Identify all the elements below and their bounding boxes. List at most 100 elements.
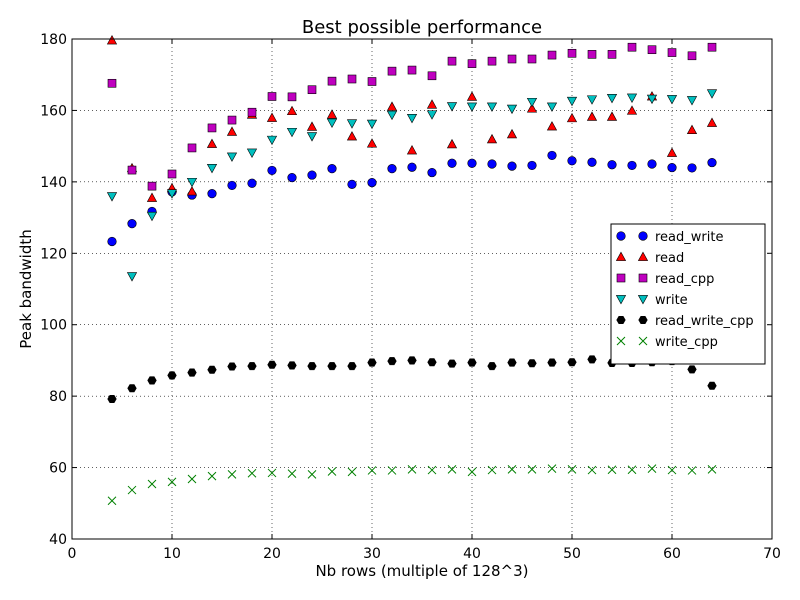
- data-point: [207, 471, 217, 481]
- data-point: [567, 465, 577, 474]
- y-tick-label: 140: [40, 175, 67, 191]
- legend-box: [610, 223, 766, 365]
- data-point: [187, 143, 197, 153]
- data-point: [267, 92, 277, 101]
- data-point: [207, 365, 217, 374]
- data-point: [667, 465, 677, 475]
- data-point: [246, 148, 258, 158]
- data-point: [546, 121, 558, 131]
- data-point: [407, 356, 417, 365]
- data-point: [427, 167, 437, 178]
- data-point: [147, 376, 157, 385]
- data-point: [487, 56, 497, 66]
- data-point: [387, 164, 397, 174]
- data-point: [647, 45, 657, 55]
- data-point: [547, 50, 557, 60]
- data-point: [367, 77, 377, 86]
- x-tick-label: 30: [363, 546, 381, 562]
- data-point: [527, 54, 537, 64]
- data-point: [287, 172, 297, 183]
- data-point: [706, 89, 718, 99]
- x-axis-label: Nb rows (multiple of 128^3): [315, 562, 528, 580]
- data-point: [546, 102, 558, 112]
- data-point: [107, 394, 117, 404]
- legend-entry: read_write: [616, 230, 723, 245]
- data-point: [527, 359, 537, 368]
- data-point: [687, 365, 697, 374]
- data-point: [186, 177, 198, 188]
- data-point: [227, 115, 237, 125]
- data-point: [607, 465, 617, 475]
- legend-label: write_cpp: [655, 335, 718, 350]
- data-point: [266, 135, 278, 146]
- data-point: [707, 157, 717, 168]
- legend-marker: [615, 295, 627, 305]
- data-point: [226, 152, 238, 162]
- data-point: [587, 355, 597, 364]
- data-point: [587, 157, 597, 167]
- data-point: [426, 110, 438, 120]
- data-point: [327, 164, 337, 174]
- data-point: [607, 50, 617, 59]
- data-point: [407, 162, 417, 172]
- data-point: [467, 467, 477, 477]
- legend-marker: [616, 273, 626, 283]
- x-tick-label: 20: [263, 546, 281, 562]
- data-point: [127, 219, 137, 229]
- data-point: [346, 119, 358, 129]
- data-point: [567, 358, 577, 367]
- data-point: [207, 189, 217, 199]
- data-point: [666, 95, 678, 105]
- data-point: [406, 114, 418, 124]
- legend-label: read_write: [655, 230, 723, 245]
- data-point: [227, 362, 237, 371]
- data-point: [486, 102, 498, 112]
- data-point: [587, 50, 597, 59]
- y-tick-label: 120: [40, 246, 67, 262]
- data-point: [446, 102, 458, 112]
- x-tick-label: 60: [663, 546, 681, 562]
- data-point: [687, 466, 697, 475]
- data-point: [687, 51, 697, 61]
- legend-label: write: [655, 293, 688, 308]
- data-point: [466, 102, 478, 112]
- data-point: [666, 147, 678, 157]
- data-point: [627, 42, 637, 52]
- data-point: [307, 170, 317, 180]
- data-point: [347, 179, 357, 189]
- data-point: [167, 371, 177, 380]
- data-point: [567, 48, 577, 58]
- data-point: [126, 272, 138, 282]
- data-point: [507, 54, 517, 64]
- ticks: 0 10 20 30 40 50 60 70 40 60 80 100 120 140 160 180: [40, 32, 781, 562]
- data-point: [207, 123, 217, 133]
- series-read: [106, 35, 718, 202]
- data-point: [566, 96, 578, 107]
- data-point: [287, 361, 297, 370]
- data-point: [707, 381, 717, 390]
- data-point: [286, 105, 298, 116]
- y-tick-label: 100: [40, 318, 67, 334]
- data-point: [206, 164, 218, 174]
- data-point: [507, 358, 517, 367]
- legend-label: read: [655, 251, 684, 266]
- data-point: [347, 362, 357, 371]
- data-point: [626, 105, 638, 115]
- data-point: [367, 177, 377, 188]
- x-tick-label: 70: [763, 546, 781, 562]
- data-point: [327, 362, 337, 371]
- legend-marker: [637, 251, 649, 261]
- series-read_cpp: [107, 42, 717, 191]
- data-point: [647, 159, 657, 169]
- data-point: [486, 133, 498, 144]
- data-point: [387, 466, 397, 475]
- data-point: [586, 111, 598, 121]
- data-point: [706, 117, 718, 127]
- data-point: [487, 465, 497, 475]
- data-point: [386, 110, 398, 121]
- data-point: [307, 85, 317, 95]
- legend-marker: [616, 315, 626, 325]
- data-point: [427, 358, 437, 367]
- data-point: [646, 94, 658, 105]
- data-point: [647, 464, 657, 473]
